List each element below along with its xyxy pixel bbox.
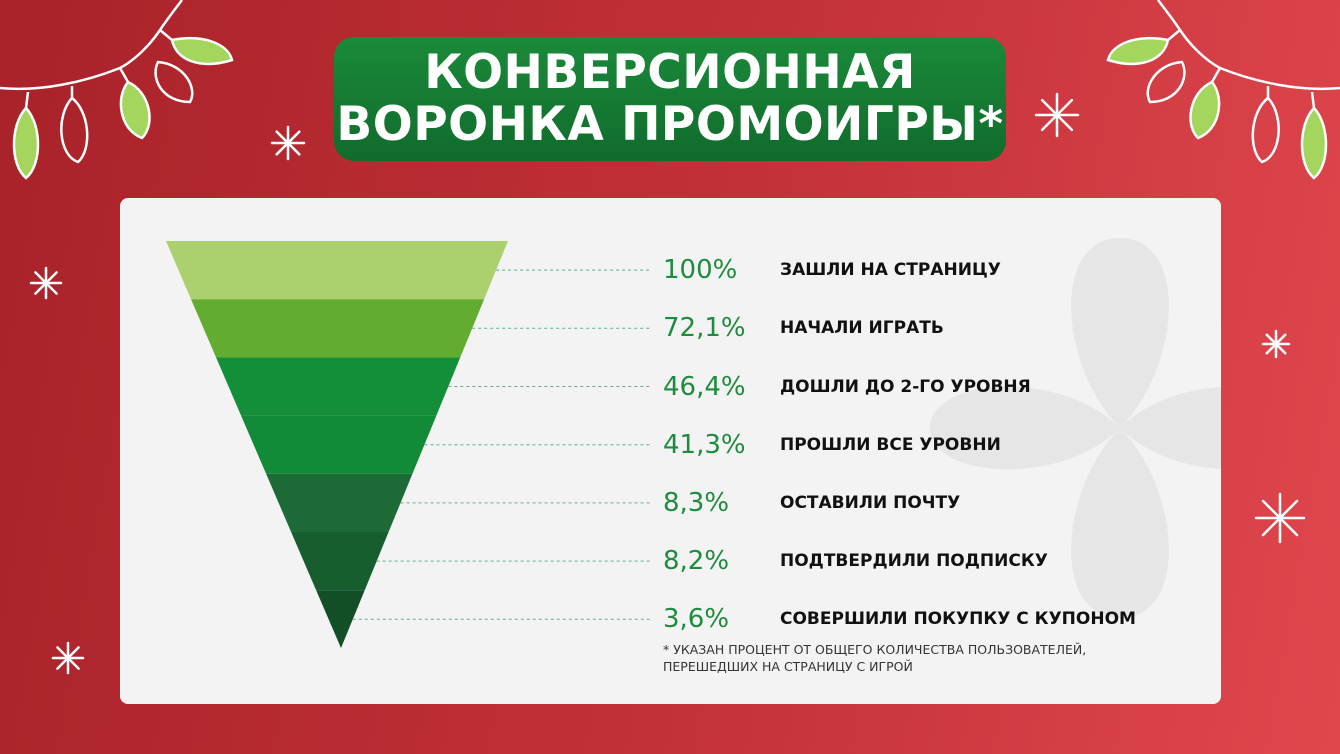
- bulb-left-1-icon: [12, 106, 40, 180]
- title-banner: КОНВЕРСИОННАЯ ВОРОНКА ПРОМОИГРЫ*: [334, 37, 1006, 161]
- bulb-left-3-icon: [119, 80, 151, 140]
- funnel-layer: [191, 299, 485, 358]
- bulb-left-4-icon: [154, 60, 194, 104]
- snowflake-icon: [270, 125, 306, 161]
- footnote: * УКАЗАН ПРОЦЕНТ ОТ ОБЩЕГО КОЛИЧЕСТВА ПО…: [663, 641, 1133, 675]
- footnote-line-1: * УКАЗАН ПРОЦЕНТ ОТ ОБЩЕГО КОЛИЧЕСТВА ПО…: [663, 642, 1087, 657]
- funnel-value-label: 72,1%: [663, 313, 746, 344]
- funnel-stage-label: ЗАШЛИ НА СТРАНИЦУ: [780, 260, 1001, 281]
- bulb-right-2-icon: [1251, 96, 1280, 164]
- snowflake-icon: [1261, 329, 1291, 359]
- funnel-value-label: 8,2%: [663, 546, 730, 577]
- funnel-chart: [166, 238, 1221, 648]
- bulb-right-4-icon: [1146, 60, 1186, 104]
- snowflake-icon: [51, 641, 85, 675]
- funnel-stage-label: ДОШЛИ ДО 2-ГО УРОВНЯ: [780, 376, 1031, 397]
- garland-left-icon: [0, 0, 183, 109]
- funnel-value-label: 100%: [663, 255, 738, 286]
- bulb-left-2-icon: [60, 96, 89, 164]
- footnote-line-2: ПЕРЕШЕДШИХ НА СТРАНИЦУ С ИГРОЙ: [663, 659, 913, 674]
- funnel-value-label: 8,3%: [663, 487, 730, 518]
- funnel-layer: [166, 241, 508, 300]
- funnel-stage-label: ПРОШЛИ ВСЕ УРОВНИ: [780, 434, 1001, 455]
- bulb-right-5-icon: [1106, 37, 1170, 66]
- chart-card: 100% ЗАШЛИ НА СТРАНИЦУ 72,1% НАЧАЛИ ИГРАТЬ 4…: [120, 198, 1221, 704]
- funnel-layer: [266, 473, 413, 532]
- funnel-stage-label: СОВЕРШИЛИ ПОКУПКУ С КУПОНОМ: [780, 609, 1136, 630]
- title-line-1: КОНВЕРСИОННАЯ: [424, 45, 916, 100]
- snowflake-icon: [1254, 492, 1306, 544]
- funnel-value-label: 46,4%: [663, 371, 746, 402]
- funnel-layer: [316, 590, 365, 648]
- snowflake-icon: [1034, 92, 1080, 138]
- funnel-value-label: 41,3%: [663, 429, 746, 460]
- bulb-right-3-icon: [1189, 80, 1221, 140]
- bulb-right-1-icon: [1300, 106, 1328, 180]
- bulb-left-5-icon: [170, 37, 234, 66]
- funnel-stage-label: НАЧАЛИ ИГРАТЬ: [780, 318, 944, 339]
- funnel-layer: [241, 415, 437, 474]
- funnel-value-label: 3,6%: [663, 604, 730, 635]
- snowflake-icon: [29, 266, 63, 300]
- funnel-stage-label: ОСТАВИЛИ ПОЧТУ: [780, 492, 961, 513]
- garland-right-icon: [1157, 0, 1340, 109]
- funnel-layer: [291, 532, 389, 591]
- funnel-stage-label: ПОДТВЕРДИЛИ ПОДПИСКУ: [780, 551, 1048, 572]
- clover-watermark-icon: [930, 238, 1221, 618]
- funnel-layer: [216, 357, 461, 416]
- title-line-2: ВОРОНКА ПРОМОИГРЫ*: [336, 97, 1004, 152]
